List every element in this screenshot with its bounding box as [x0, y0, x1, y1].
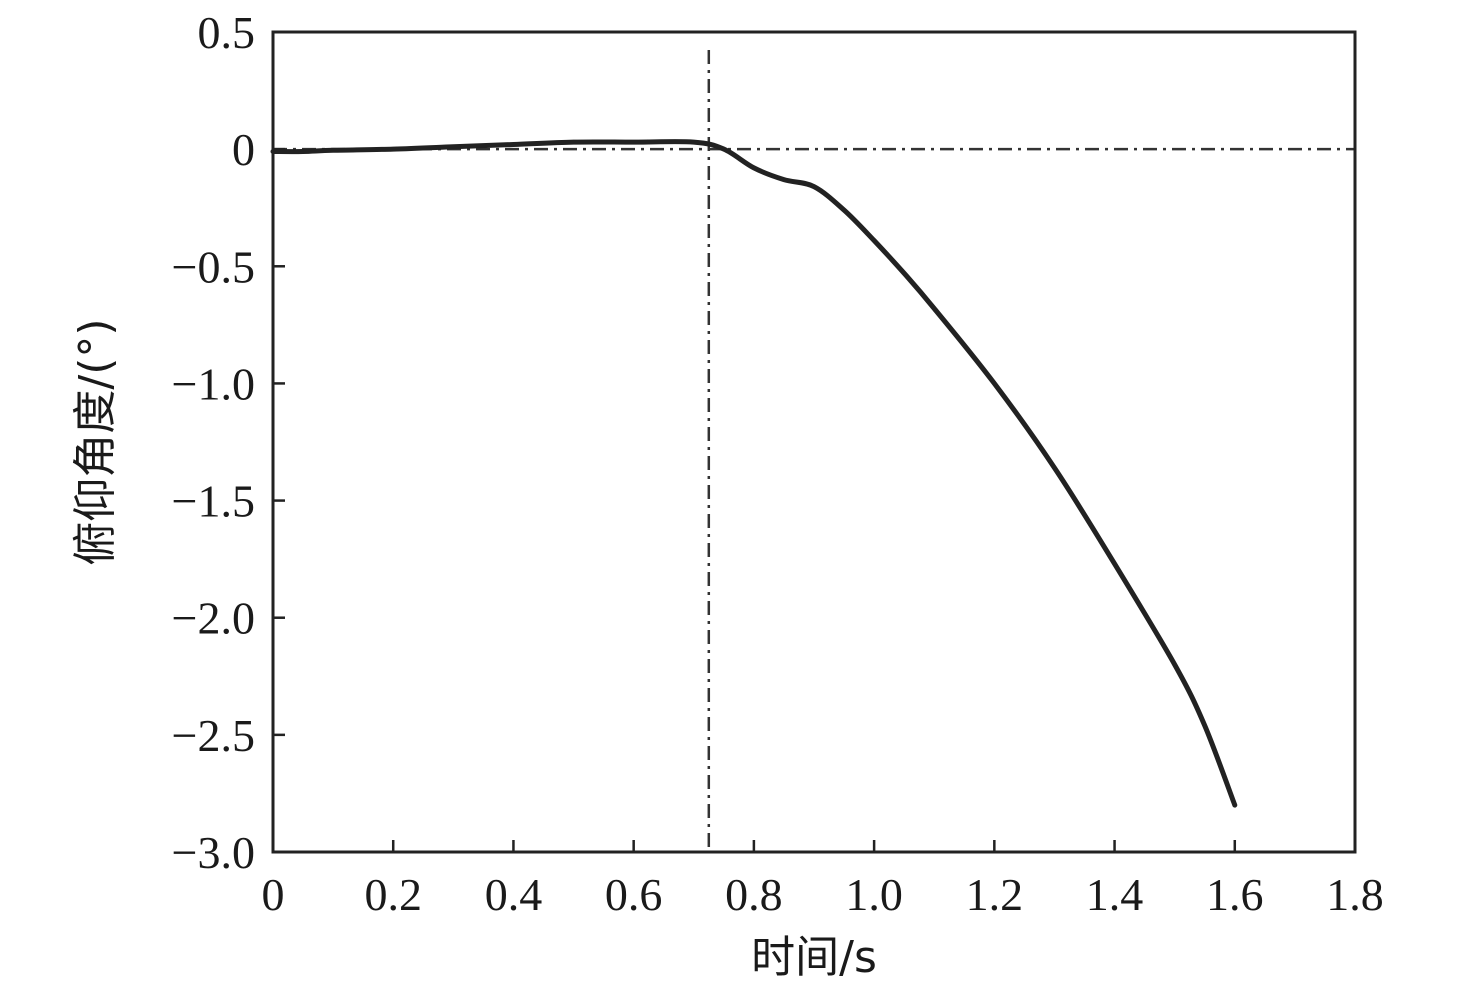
y-tick-label: −3.0 — [172, 827, 255, 878]
x-tick-label: 1.6 — [1206, 869, 1264, 920]
y-axis-label: 俯仰角度/(°) — [70, 318, 121, 565]
series-group — [270, 139, 1238, 808]
x-tick-label: 0.2 — [364, 869, 422, 920]
x-tick-label: 0 — [262, 869, 285, 920]
y-tick-label: −0.5 — [172, 241, 255, 292]
x-axis-label: 时间/s — [751, 932, 877, 983]
x-tick-label: 1.0 — [845, 869, 903, 920]
y-tick-label: −2.5 — [172, 710, 255, 761]
y-tick-label: −1.5 — [172, 476, 255, 527]
y-tick-label: 0.5 — [198, 7, 256, 58]
reference-lines — [273, 50, 1355, 852]
y-tick-label: 0 — [232, 124, 255, 175]
x-tick-label: 0.8 — [725, 869, 783, 920]
x-axis-ticks: 0 0.2 0.4 0.6 0.8 1.0 1.2 1.4 1.6 1.8 — [262, 840, 1384, 920]
y-tick-label: −1.0 — [172, 358, 255, 409]
series-line-0 — [270, 139, 1238, 808]
plot-frame — [271, 30, 1357, 854]
x-tick-label: 0.4 — [485, 869, 543, 920]
x-tick-label: 1.2 — [966, 869, 1024, 920]
x-tick-label: 0.6 — [605, 869, 663, 920]
y-tick-label: −2.0 — [172, 593, 255, 644]
x-tick-label: 1.8 — [1326, 869, 1384, 920]
x-tick-label: 1.4 — [1086, 869, 1144, 920]
y-axis-ticks: 0.5 0 −0.5 −1.0 −1.5 −2.0 −2.5 −3.0 — [172, 7, 285, 878]
